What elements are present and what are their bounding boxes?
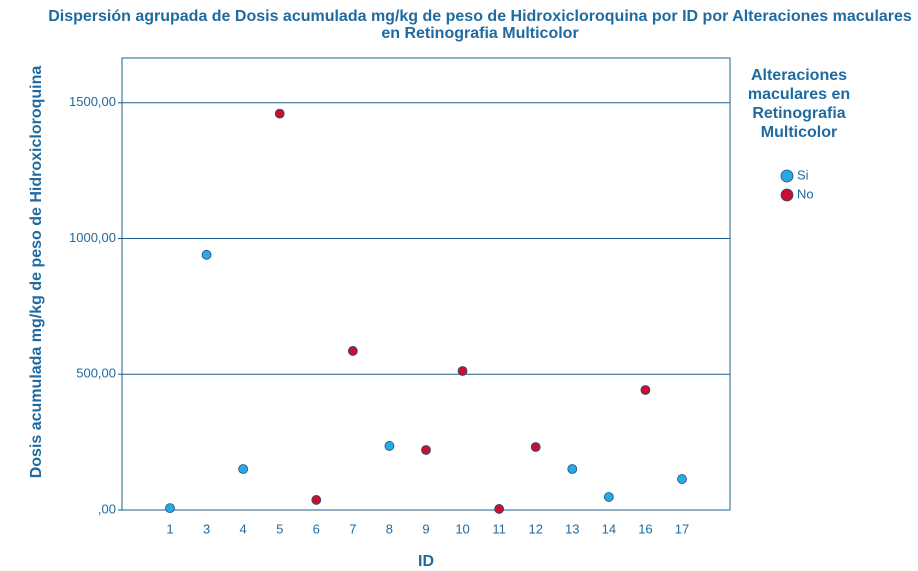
- point: [421, 445, 431, 455]
- x-axis-label: ID: [418, 553, 434, 570]
- x-tick-label: 3: [203, 521, 210, 536]
- y-tick-label: 1500,00: [69, 94, 116, 109]
- legend-marker: [780, 188, 794, 202]
- x-tick-label: 17: [675, 521, 689, 536]
- point: [457, 366, 468, 376]
- x-tick-label: 4: [240, 521, 247, 536]
- x-tick-label: 9: [422, 521, 429, 536]
- legend-marker: [780, 169, 794, 183]
- point: [238, 464, 249, 474]
- point: [347, 346, 358, 356]
- x-tick-label: 14: [602, 521, 616, 536]
- point: [274, 108, 285, 119]
- x-tick-label: 7: [349, 521, 356, 536]
- x-tick-label: 6: [313, 521, 320, 536]
- legend-label: No: [797, 186, 814, 201]
- x-tick-label: 5: [276, 521, 283, 536]
- point: [494, 504, 505, 514]
- x-tick-label: 13: [565, 521, 579, 536]
- point: [201, 249, 212, 260]
- plot-frame: [121, 57, 731, 511]
- x-tick-label: 10: [455, 521, 469, 536]
- x-tick-label: 1: [166, 521, 173, 536]
- legend-label: Si: [797, 167, 809, 182]
- point: [165, 503, 175, 513]
- point: [640, 385, 651, 395]
- point: [603, 492, 614, 502]
- legend-title: Alteraciones maculares en Retinografia M…: [747, 67, 851, 141]
- point: [530, 442, 541, 452]
- x-tick-label: 8: [386, 521, 393, 536]
- x-tick-label: 16: [638, 521, 652, 536]
- chart-title: Dispersión agrupada de Dosis acumulada m…: [48, 8, 912, 42]
- y-tick-label: 500,00: [76, 366, 116, 381]
- y-tick-label: ,00: [98, 501, 116, 516]
- x-tick-label: 11: [492, 521, 506, 536]
- point: [384, 441, 395, 451]
- x-tick-label: 12: [528, 521, 542, 536]
- point: [567, 464, 578, 474]
- y-tick-label: 1000,00: [69, 230, 116, 245]
- point: [311, 495, 322, 505]
- point: [677, 474, 687, 484]
